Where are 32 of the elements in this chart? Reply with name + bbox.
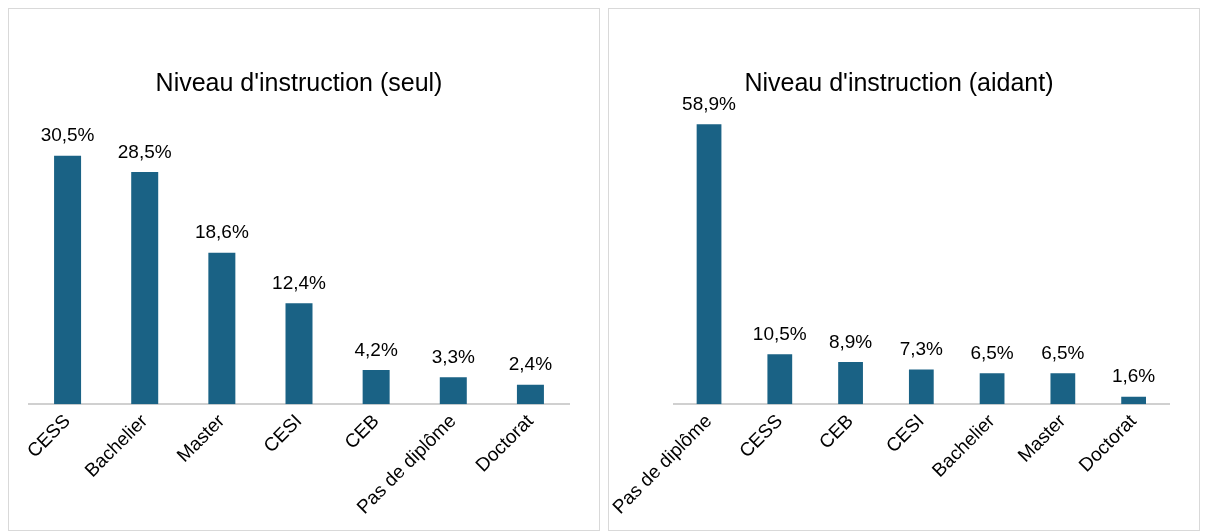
bar (838, 361, 863, 405)
chart-title: Niveau d'instruction (seul) (155, 67, 443, 96)
bar (131, 171, 159, 405)
bar (767, 354, 793, 405)
data-label: 1,6% (1111, 365, 1156, 387)
bar (439, 377, 467, 405)
bar (516, 384, 544, 405)
x-tick-label: CEB (340, 410, 383, 453)
data-label: 4,2% (354, 338, 398, 360)
bar (362, 370, 390, 405)
bar (54, 155, 82, 405)
chart-title: Niveau d'instruction (aidant) (744, 67, 1054, 96)
data-label: 12,4% (272, 271, 327, 293)
data-label: 7,3% (899, 338, 944, 360)
data-label: 2,4% (508, 353, 553, 375)
bar (285, 303, 313, 405)
bar (908, 369, 934, 405)
data-label: 58,9% (682, 92, 737, 114)
bar (208, 252, 236, 405)
data-label: 6,5% (970, 342, 1014, 364)
data-label: 30,5% (40, 124, 95, 146)
data-label: 8,9% (828, 330, 873, 352)
bar (696, 124, 722, 405)
bar (1121, 396, 1146, 405)
x-tick-label: CEB (814, 410, 858, 453)
data-label: 28,5% (117, 140, 172, 162)
data-label: 3,3% (431, 346, 476, 368)
bar (1050, 373, 1076, 405)
data-label: 18,6% (194, 221, 249, 243)
data-label: 6,5% (1041, 342, 1085, 364)
data-label: 10,5% (752, 323, 807, 345)
bar (979, 373, 1005, 405)
